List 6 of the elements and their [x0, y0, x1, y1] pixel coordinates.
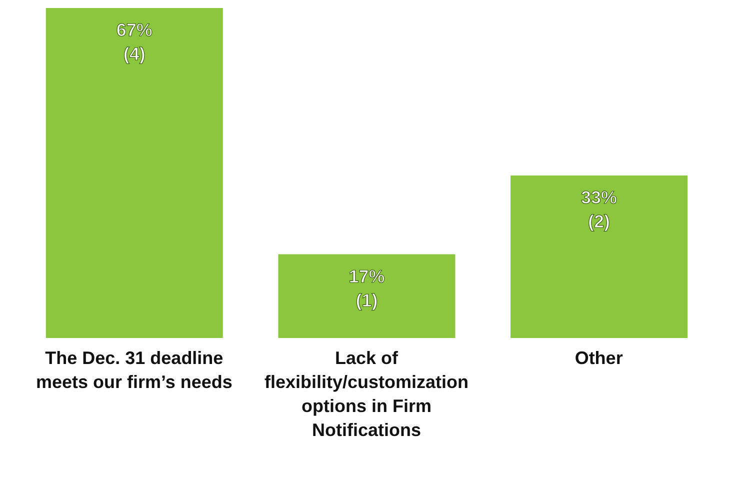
- x-tick-label: The Dec. 31 deadline meets our firm’s needs: [36, 348, 232, 392]
- x-tick-label: Other: [574, 348, 623, 368]
- data-label: 67% (4): [116, 20, 152, 64]
- data-label: 17% (1): [348, 266, 385, 310]
- data-label: 33% (2): [581, 187, 618, 232]
- x-tick-label: Lack of flexibility/customization options in Firm Notifications: [264, 348, 469, 440]
